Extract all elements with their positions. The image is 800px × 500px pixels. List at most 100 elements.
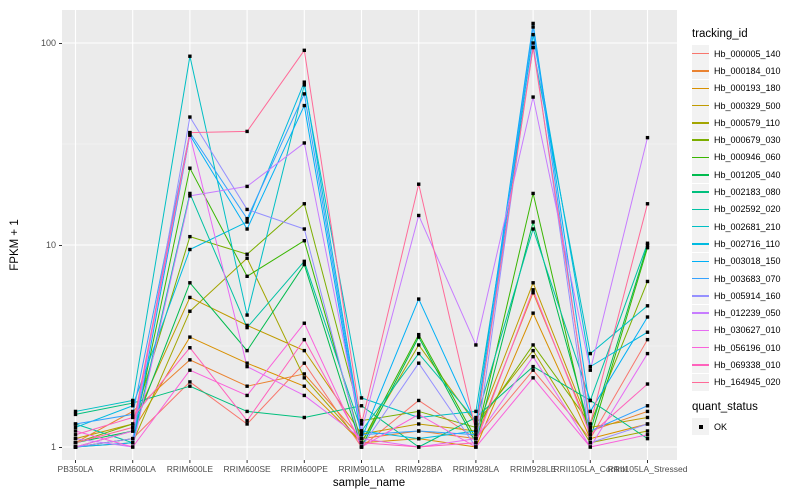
series-color-line-icon xyxy=(692,104,709,107)
legend-item-label: Hb_012239_050 xyxy=(714,308,781,319)
data-point xyxy=(302,348,306,353)
data-point xyxy=(531,41,535,45)
legend-item-label: Hb_003683_070 xyxy=(714,273,781,284)
y-tick-mark xyxy=(58,245,62,246)
data-point xyxy=(245,422,249,426)
data-point xyxy=(474,422,478,426)
data-point xyxy=(359,441,364,445)
data-point xyxy=(302,80,306,84)
series-color-line-icon xyxy=(692,191,709,193)
data-point xyxy=(73,422,78,426)
x-tick-label: RRIM928LE xyxy=(509,464,557,474)
legend-item: Hb_005914_160 xyxy=(692,287,798,305)
legend-item: Hb_000184_010 xyxy=(692,62,798,80)
data-point xyxy=(302,141,306,145)
data-point xyxy=(359,404,364,408)
data-point xyxy=(474,425,478,430)
x-tick-label: RRIM600PE xyxy=(280,464,328,474)
legend-key xyxy=(692,339,709,357)
legend-item-label: OK xyxy=(714,421,728,432)
legend-item: Hb_000193_180 xyxy=(692,79,798,97)
data-point xyxy=(131,415,135,420)
quant-status-items: OK xyxy=(692,418,798,436)
panel-background xyxy=(62,10,677,460)
series-color-line-icon xyxy=(692,295,709,297)
data-point xyxy=(188,130,192,135)
data-point xyxy=(245,207,249,212)
legend-item: Hb_000579_110 xyxy=(692,114,798,132)
legend-item-label: Hb_000679_030 xyxy=(714,135,781,146)
data-point xyxy=(73,445,78,449)
legend-item: Hb_012239_050 xyxy=(692,304,798,322)
legend-key xyxy=(692,166,709,184)
series-color-line-icon xyxy=(692,225,709,228)
legend-item: Hb_164945_020 xyxy=(692,373,798,391)
data-point xyxy=(302,48,306,53)
data-point xyxy=(417,335,421,339)
data-point xyxy=(131,429,135,433)
x-tick-label: RRIM928LA xyxy=(452,464,500,474)
data-point xyxy=(188,133,192,137)
data-point xyxy=(531,45,535,50)
data-point xyxy=(245,216,249,221)
series-color-line-icon xyxy=(692,139,709,141)
legend-item-label: Hb_000579_110 xyxy=(714,117,780,128)
data-point xyxy=(588,436,592,441)
data-point xyxy=(359,433,364,437)
data-point xyxy=(645,415,650,420)
legend-key xyxy=(692,321,709,339)
data-point xyxy=(531,364,535,369)
data-point xyxy=(245,129,249,134)
x-axis-title: sample_name xyxy=(332,477,406,489)
legend-item-label: Hb_000946_060 xyxy=(714,152,781,163)
data-point xyxy=(302,92,306,96)
data-point xyxy=(417,398,421,403)
legend-key xyxy=(692,97,709,115)
data-point xyxy=(131,445,135,449)
data-point xyxy=(417,343,421,347)
data-point xyxy=(417,351,421,356)
data-point xyxy=(245,409,249,414)
data-point xyxy=(302,372,306,376)
data-point xyxy=(645,135,650,140)
data-point xyxy=(531,343,535,347)
y-tick-label: 1 xyxy=(50,442,56,452)
legend-item-label: Hb_005914_160 xyxy=(714,290,781,301)
data-point xyxy=(645,404,650,408)
data-point xyxy=(188,54,192,58)
legend-key xyxy=(692,79,709,97)
y-tick-mark xyxy=(58,447,62,448)
data-point xyxy=(302,239,306,243)
x-tick-label: RRII105LA_Control xyxy=(553,464,628,474)
legend-item: Hb_000005_140 xyxy=(692,45,798,63)
data-point xyxy=(302,384,306,388)
legend-item: Hb_030627_010 xyxy=(692,321,798,339)
series-color-line-icon xyxy=(692,87,709,90)
data-point xyxy=(645,382,650,386)
series-color-line-icon xyxy=(692,243,709,245)
series-color-line-icon xyxy=(692,156,709,159)
legend-item-label: Hb_000193_180 xyxy=(714,83,781,94)
data-point xyxy=(73,409,78,414)
data-point xyxy=(73,436,78,441)
data-point xyxy=(302,83,306,87)
data-point xyxy=(359,396,364,400)
legend-key xyxy=(692,131,709,149)
series-color-line-icon xyxy=(692,329,709,332)
data-point xyxy=(131,409,135,414)
data-point xyxy=(245,220,249,224)
data-point xyxy=(188,346,192,350)
data-point xyxy=(531,288,535,292)
data-point xyxy=(645,315,650,319)
x-tick-label: RRIM928BA xyxy=(395,464,443,474)
y-tick-label: 10 xyxy=(45,240,56,250)
data-point xyxy=(188,309,192,313)
legend-item: Hb_002592_020 xyxy=(692,200,798,218)
data-point xyxy=(645,429,650,433)
legend-item-label: Hb_030627_010 xyxy=(714,325,781,336)
data-point xyxy=(417,213,421,218)
legend-item: Hb_003018_150 xyxy=(692,252,798,270)
data-point xyxy=(417,332,421,337)
legend-key xyxy=(692,200,709,218)
